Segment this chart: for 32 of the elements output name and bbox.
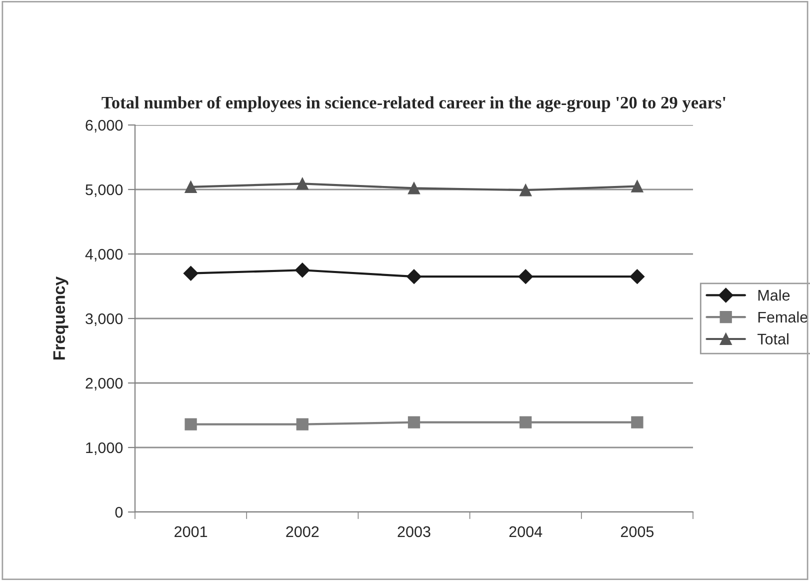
x-tick-label: 2001 xyxy=(174,526,208,538)
y-tick-label: 1,000 xyxy=(86,442,123,455)
point xyxy=(630,269,645,284)
legend-label: Female xyxy=(758,311,808,323)
point xyxy=(408,182,420,194)
point xyxy=(520,184,532,196)
point xyxy=(296,178,308,190)
point xyxy=(518,269,533,284)
point xyxy=(406,269,422,284)
y-tick-label: 3,000 xyxy=(86,313,123,326)
y-tick-label: 2,000 xyxy=(86,378,123,390)
point xyxy=(184,180,197,193)
y-tick-label: 4,000 xyxy=(85,248,123,262)
point xyxy=(296,418,308,430)
point xyxy=(520,416,532,428)
legend-label: Male xyxy=(758,290,790,301)
legend-label: Total xyxy=(758,333,788,344)
point xyxy=(183,266,198,281)
x-tick-label: 2005 xyxy=(620,526,654,538)
y-axis-title: Frequency xyxy=(53,276,68,360)
y-tick-label: 5,000 xyxy=(86,184,123,197)
point xyxy=(631,416,644,428)
x-tick-label: 2003 xyxy=(398,526,430,538)
y-tick-label: 0 xyxy=(115,506,123,518)
point xyxy=(631,180,644,192)
point xyxy=(184,418,197,430)
y-tick-label: 6,000 xyxy=(86,120,123,132)
chart-title: Total number of employees in science-related career in the age-group '20 to 29 years' xyxy=(102,96,726,112)
x-tick-label: 2002 xyxy=(286,526,319,538)
point xyxy=(295,262,310,278)
x-tick-label: 2004 xyxy=(509,526,542,538)
point xyxy=(408,416,420,428)
